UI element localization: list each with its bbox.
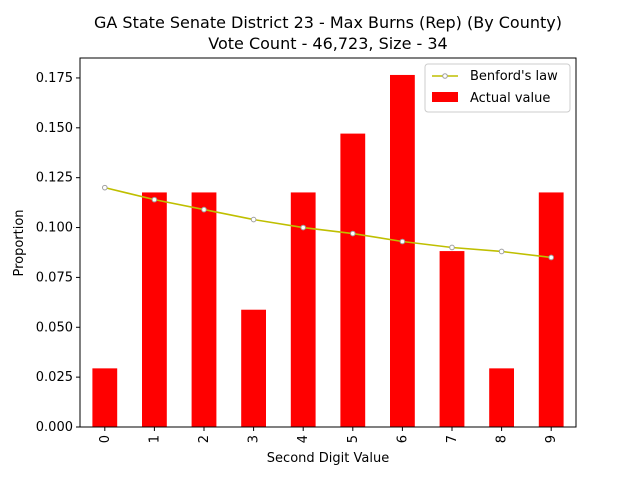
y-tick-label-0.075: 0.075 [36,270,73,285]
y-tick-label-0.125: 0.125 [36,171,73,186]
bar-digit-9 [538,192,564,427]
benford-point-9 [548,254,555,261]
x-tick-label-5: 5 [346,435,361,443]
y-tick-label-0.050: 0.050 [36,320,73,335]
y-tick-label-0.150: 0.150 [36,121,73,136]
bar-digit-2 [191,192,217,427]
chart-title-line-1: GA State Senate District 23 - Max Burns … [94,13,562,32]
legend-label-actual: Actual value [470,91,550,106]
x-tick-label-2: 2 [197,435,212,443]
bar-digit-1 [142,192,167,427]
y-axis-label: Proportion [12,209,27,276]
benford-point-2 [201,206,207,213]
benford-point-8 [498,248,505,255]
x-tick-label-3: 3 [247,435,262,443]
benford-point-3 [250,216,257,223]
y-tick-label-0.000: 0.000 [36,420,73,435]
x-tick-label-6: 6 [395,435,410,443]
x-tick-label-9: 9 [544,435,559,443]
x-tick-label-1: 1 [147,435,162,443]
y-tick-label-0.025: 0.025 [36,370,73,385]
benford-line [104,186,552,259]
x-axis-label: Second Digit Value [267,451,389,466]
benford-point-1 [151,196,158,203]
x-tick-label-0: 0 [98,435,113,443]
y-tick-label-0.175: 0.175 [36,71,73,86]
benford-point-4 [300,224,307,231]
benford-point-0 [102,184,108,191]
plot-frame [79,57,577,428]
plot-area: 0.000 0.025 0.050 0.075 0.100 0.125 0.150 0.175… [36,57,577,443]
bar-digit-3 [241,309,266,427]
legend-bar-swatch [432,92,458,102]
chart-title-line-2: Vote Count - 46,723, Size - 34 [208,34,447,53]
legend-box [424,63,571,113]
y-tick-label-0.100: 0.100 [36,221,73,236]
bar-digit-6 [390,74,415,428]
bar-digit-8 [489,368,514,427]
benford-point-5 [350,230,356,237]
benford-point-6 [399,238,406,245]
x-tick-label-4: 4 [296,435,311,443]
bar-digit-0 [92,368,118,427]
x-tick-label-8: 8 [495,435,510,443]
legend: Benford's law Actual value [424,63,571,113]
legend-line-marker [442,73,448,79]
bar-digit-5 [340,133,366,427]
x-tick-label-7: 7 [445,435,460,443]
bar-digit-4 [290,192,316,427]
legend-label-benford: Benford's law [470,69,558,84]
benford-point-7 [449,244,455,251]
bar-digit-7 [439,251,465,427]
